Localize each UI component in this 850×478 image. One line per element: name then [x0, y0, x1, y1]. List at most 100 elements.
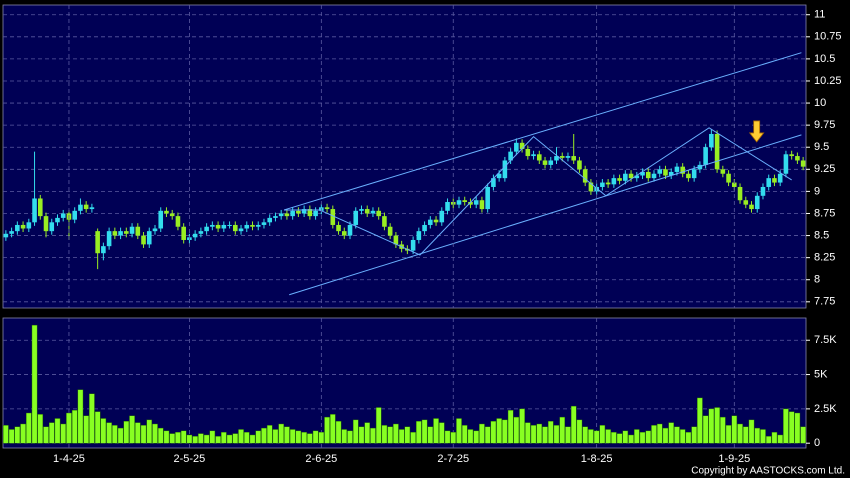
- candle-body: [112, 231, 118, 236]
- volume-bar: [416, 421, 422, 444]
- volume-bar: [565, 426, 571, 444]
- candle-body: [439, 210, 445, 223]
- y-tick-label: 5K: [814, 368, 828, 380]
- volume-bar: [794, 412, 801, 444]
- volume-bar: [175, 432, 181, 444]
- candle-body: [221, 224, 227, 229]
- volume-bar: [301, 432, 307, 444]
- volume-bar: [335, 421, 342, 444]
- candle-body: [101, 246, 106, 254]
- volume-bar: [106, 422, 112, 444]
- volume-bar: [645, 430, 652, 444]
- candle-body: [640, 171, 645, 176]
- candle-body: [43, 216, 49, 232]
- candle-body: [152, 228, 158, 232]
- candle-body: [3, 233, 9, 238]
- candle-body: [267, 217, 273, 223]
- candle-body: [313, 210, 318, 217]
- volume-bar: [685, 432, 692, 444]
- candle-body: [301, 209, 307, 214]
- candle-body: [330, 209, 336, 225]
- volume-bar: [513, 416, 520, 444]
- candle-body: [789, 154, 794, 157]
- candle-body: [468, 201, 473, 205]
- y-tick-label: 10.75: [814, 31, 842, 43]
- candle-body: [364, 209, 370, 214]
- volume-bar: [375, 407, 382, 444]
- volume-bar: [221, 432, 227, 444]
- candle-body: [169, 213, 175, 217]
- candle-body: [135, 226, 141, 236]
- volume-bar: [662, 427, 669, 444]
- volume-bar: [83, 415, 89, 444]
- volume-bar: [100, 418, 107, 444]
- volume-bar: [651, 425, 657, 444]
- candle-body: [548, 160, 554, 165]
- y-tick-label: 9.75: [814, 119, 835, 131]
- candle-body: [496, 173, 502, 179]
- y-tick-label: 8.5: [814, 229, 829, 241]
- candle-body: [726, 173, 731, 183]
- candle-body: [32, 198, 37, 223]
- volume-bar: [393, 423, 399, 444]
- y-tick-label: 10.5: [814, 53, 835, 65]
- candle-body: [703, 147, 708, 165]
- volume-bar: [639, 432, 646, 444]
- candle-body: [697, 164, 703, 170]
- candle-body: [273, 216, 278, 218]
- candle-body: [645, 171, 651, 179]
- volume-bar: [198, 433, 204, 444]
- y-tick-label: 2.5K: [814, 403, 837, 415]
- candle-body: [680, 166, 685, 174]
- volume-bar: [60, 423, 67, 444]
- candle-body: [72, 210, 77, 220]
- y-tick-label: 7.5K: [814, 334, 837, 346]
- candle-body: [663, 169, 668, 176]
- candle-body: [623, 173, 628, 181]
- volume-bar: [788, 411, 795, 444]
- volume-bar: [439, 422, 445, 444]
- volume-bar: [433, 418, 439, 444]
- volume-bar: [679, 429, 686, 444]
- volume-bar: [77, 389, 84, 444]
- candle-body: [9, 231, 14, 234]
- candle-body: [278, 213, 284, 217]
- candle-body: [795, 156, 800, 161]
- volume-bar: [112, 425, 118, 444]
- candle-body: [462, 200, 468, 202]
- candle-body: [158, 210, 164, 229]
- candle-body: [766, 178, 772, 187]
- volume-bar: [427, 426, 434, 444]
- candle-body: [554, 156, 559, 161]
- candle-body: [124, 231, 129, 234]
- y-tick-label: 8: [814, 274, 820, 286]
- trend-line: [289, 134, 802, 296]
- candle-body: [720, 169, 726, 174]
- volume-bar: [146, 419, 153, 444]
- y-tick-label: 7.75: [814, 296, 835, 308]
- candle-body: [783, 154, 789, 174]
- volume-bar: [8, 429, 15, 444]
- candle-body: [83, 204, 89, 210]
- candle-body: [55, 217, 60, 223]
- volume-bar: [708, 408, 715, 444]
- volume-bar: [347, 430, 353, 444]
- volume-bar: [765, 436, 772, 444]
- candle-body: [49, 222, 55, 232]
- volume-bar: [559, 416, 566, 444]
- candle-body: [582, 169, 588, 183]
- volume-bar: [731, 415, 738, 444]
- candle-body: [60, 213, 66, 218]
- candle-body: [502, 160, 508, 179]
- candle-body: [37, 198, 43, 217]
- volume-bar: [588, 429, 594, 444]
- volume-bar: [37, 414, 44, 444]
- candle-body: [284, 213, 290, 217]
- volume-bar: [48, 422, 55, 444]
- volume-bar: [31, 324, 38, 444]
- volume-bar: [530, 425, 537, 444]
- candle-body: [605, 182, 611, 185]
- volume-bar: [525, 422, 531, 444]
- candle-body: [588, 182, 594, 192]
- volume-bar: [381, 425, 388, 444]
